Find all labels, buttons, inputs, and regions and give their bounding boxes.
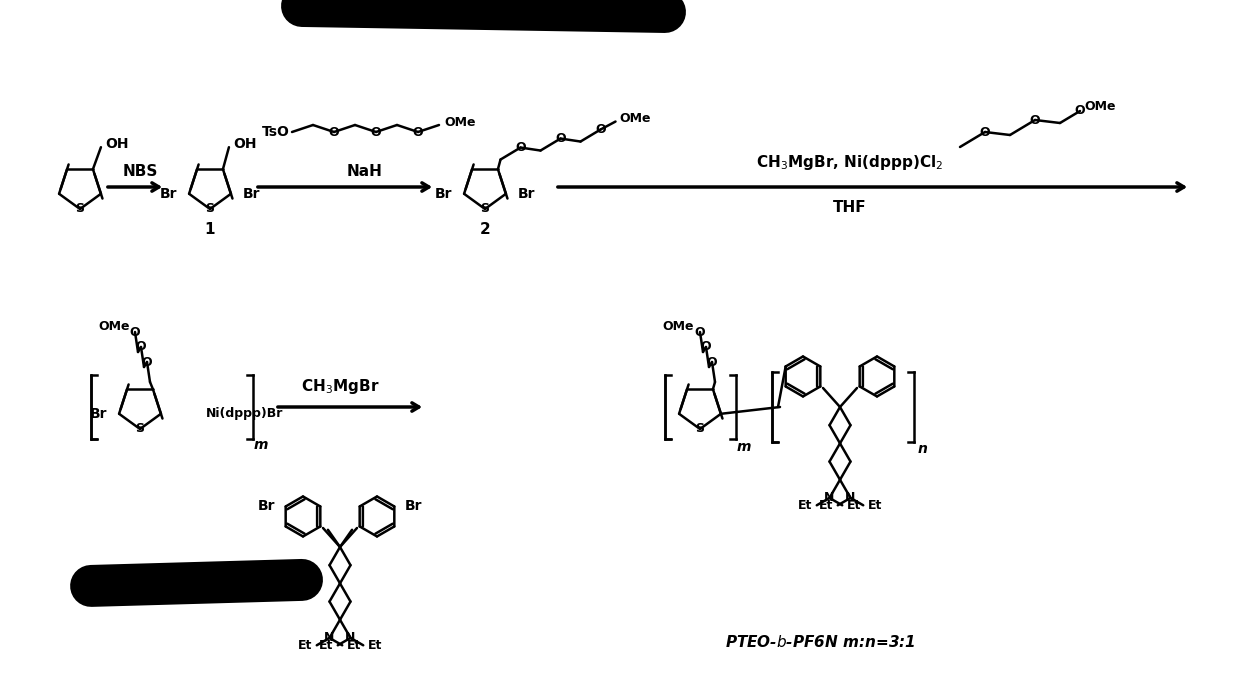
Text: OMe: OMe: [620, 112, 651, 125]
Text: PTEO-$b$-PF6N m:n=3:1: PTEO-$b$-PF6N m:n=3:1: [724, 634, 915, 650]
Text: OMe: OMe: [1084, 100, 1116, 114]
Text: O: O: [1029, 114, 1040, 127]
Text: Et: Et: [368, 639, 383, 652]
Text: Br: Br: [243, 187, 260, 201]
Text: Et: Et: [868, 499, 883, 512]
Text: TsO: TsO: [262, 125, 290, 139]
Text: O: O: [141, 355, 153, 368]
Text: OMe: OMe: [98, 320, 130, 334]
Text: Br: Br: [434, 187, 453, 201]
Text: NBS: NBS: [123, 165, 157, 179]
Text: Br: Br: [160, 187, 177, 201]
Text: N: N: [825, 492, 835, 504]
Text: S: S: [481, 202, 490, 215]
Text: Et: Et: [347, 639, 362, 652]
Text: O: O: [130, 326, 140, 338]
Text: O: O: [980, 125, 991, 139]
Text: Br: Br: [518, 187, 536, 201]
Text: Ni(dppp)Br: Ni(dppp)Br: [206, 408, 283, 420]
Text: O: O: [1075, 104, 1085, 118]
Text: n: n: [918, 442, 928, 456]
Text: Br: Br: [89, 407, 107, 421]
Text: O: O: [694, 326, 706, 338]
Text: O: O: [371, 125, 382, 139]
Text: THF: THF: [833, 200, 867, 215]
Text: O: O: [515, 141, 526, 154]
Text: S: S: [696, 422, 704, 435]
Text: CH$_3$MgBr: CH$_3$MgBr: [301, 378, 379, 397]
Text: O: O: [413, 125, 423, 139]
Text: Et: Et: [319, 639, 332, 652]
Text: m: m: [737, 440, 751, 454]
Text: OH: OH: [105, 137, 129, 151]
Text: OH: OH: [233, 137, 257, 151]
Text: Et: Et: [797, 499, 812, 512]
Text: O: O: [701, 341, 712, 353]
Text: N: N: [345, 632, 356, 645]
Text: O: O: [135, 341, 146, 353]
Text: S: S: [76, 202, 84, 215]
Text: S: S: [206, 202, 215, 215]
Text: N: N: [325, 632, 335, 645]
Text: Et: Et: [847, 499, 862, 512]
Text: 2: 2: [480, 221, 490, 236]
Text: O: O: [329, 125, 340, 139]
Text: Br: Br: [404, 500, 422, 513]
Text: O: O: [556, 132, 565, 145]
Text: OMe: OMe: [444, 116, 475, 129]
Text: OMe: OMe: [662, 320, 694, 334]
Text: S: S: [135, 422, 145, 435]
Text: O: O: [707, 355, 717, 368]
Text: 1: 1: [205, 221, 216, 236]
Text: Et: Et: [298, 639, 311, 652]
Text: m: m: [254, 438, 268, 452]
Text: O: O: [595, 123, 606, 136]
Text: N: N: [846, 492, 856, 504]
Text: CH$_3$MgBr, Ni(dppp)Cl$_2$: CH$_3$MgBr, Ni(dppp)Cl$_2$: [756, 152, 944, 171]
Text: Br: Br: [258, 500, 275, 513]
Text: NaH: NaH: [347, 165, 383, 179]
Text: Et: Et: [818, 499, 833, 512]
